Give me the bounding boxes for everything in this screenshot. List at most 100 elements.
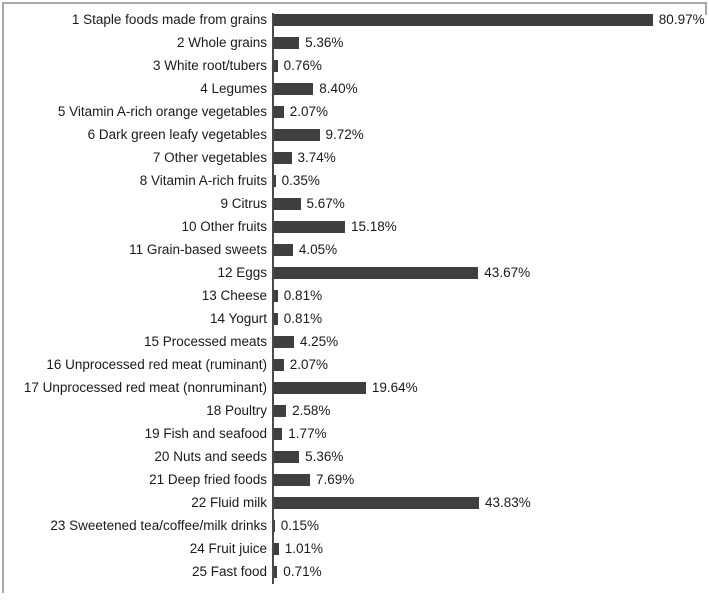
category-label: 19 Fish and seafood — [144, 425, 267, 441]
value-label: 1.01% — [284, 540, 323, 556]
bar — [274, 381, 366, 394]
value-label: 5.36% — [305, 34, 344, 50]
category-label: 11 Grain-based sweets — [129, 241, 267, 257]
bar — [274, 542, 279, 555]
bar — [274, 450, 300, 463]
value-label: 19.64% — [371, 379, 418, 395]
bar — [274, 128, 320, 141]
bar — [274, 496, 479, 509]
bar-row: 8 Vitamin A-rich fruits 0.35% — [4, 169, 707, 192]
bar — [274, 358, 284, 371]
bar-track: 7.69% — [274, 473, 707, 487]
category-label: 13 Cheese — [201, 287, 267, 303]
bar-row: 12 Eggs 43.67% — [4, 261, 707, 284]
category-label: 1 Staple foods made from grains — [71, 11, 267, 27]
bar-row: 13 Cheese 0.81% — [4, 284, 707, 307]
bar — [274, 13, 653, 26]
value-label: 0.81% — [283, 310, 323, 326]
value-label: 5.67% — [306, 195, 345, 211]
category-label: 22 Fluid milk — [191, 494, 267, 510]
value-label: 0.35% — [281, 172, 320, 188]
bar-row: 10 Other fruits 15.18% — [4, 215, 707, 238]
bar — [274, 565, 278, 578]
category-label: 6 Dark green leafy vegetables — [87, 126, 267, 142]
bar-track: 43.83% — [274, 496, 707, 510]
bar — [274, 105, 284, 118]
bar-track: 1.01% — [274, 542, 707, 556]
value-label: 2.07% — [289, 103, 328, 119]
bar-track: 15.18% — [274, 220, 707, 234]
bar — [274, 174, 276, 187]
bar-row: 7 Other vegetables 3.74% — [4, 146, 707, 169]
bar-track: 0.71% — [274, 565, 707, 579]
bar — [274, 243, 293, 256]
category-label: 3 White root/tubers — [152, 57, 267, 73]
category-label: 10 Other fruits — [181, 218, 267, 234]
bar-row: 15 Processed meats 4.25% — [4, 330, 707, 353]
frame-border-top — [2, 2, 707, 4]
category-label: 12 Eggs — [217, 264, 267, 280]
category-label: 9 Citrus — [220, 195, 267, 211]
bar — [274, 427, 283, 440]
category-label: 15 Processed meats — [143, 333, 267, 349]
value-label: 5.36% — [305, 448, 344, 464]
bar-track: 2.58% — [274, 404, 707, 418]
bar-row: 4 Legumes 8.40% — [4, 77, 707, 100]
category-label: 24 Fruit juice — [189, 540, 267, 556]
y-axis-line — [272, 13, 274, 584]
value-label: 4.25% — [299, 333, 339, 349]
value-label: 0.71% — [283, 563, 322, 579]
value-label: 7.69% — [316, 471, 355, 487]
bar — [274, 289, 278, 302]
category-label: 4 Legumes — [200, 80, 267, 96]
value-label: 43.83% — [485, 494, 531, 510]
bar — [274, 151, 292, 164]
bar-track: 5.36% — [274, 36, 707, 50]
bar-track: 0.35% — [274, 174, 707, 188]
bar-track: 8.40% — [274, 82, 707, 96]
bar-row: 18 Poultry 2.58% — [4, 399, 707, 422]
bar-track: 2.07% — [274, 105, 707, 119]
bar — [274, 82, 314, 95]
bar-row: 24 Fruit juice 1.01% — [4, 537, 707, 560]
category-label: 16 Unprocessed red meat (ruminant) — [46, 356, 267, 372]
value-label: 2.07% — [289, 356, 328, 372]
category-label: 25 Fast food — [191, 563, 267, 579]
bar-track: 0.81% — [274, 312, 707, 326]
category-label: 21 Deep fried foods — [149, 471, 267, 487]
bar-row: 14 Yogurt 0.81% — [4, 307, 707, 330]
bar-row: 3 White root/tubers 0.76% — [4, 54, 707, 77]
bar-track: 0.81% — [274, 289, 707, 303]
bar-track: 1.77% — [274, 427, 707, 441]
value-label: 43.67% — [484, 264, 531, 280]
bar-track: 43.67% — [274, 266, 707, 280]
value-label: 4.05% — [298, 241, 338, 257]
frame-border-left — [2, 2, 4, 593]
bar-track: 9.72% — [274, 128, 707, 142]
value-label: 3.74% — [297, 149, 336, 165]
value-label: 80.97% — [658, 11, 705, 27]
bar-row: 5 Vitamin A-rich orange vegetables 2.07% — [4, 100, 707, 123]
bar-row: 19 Fish and seafood 1.77% — [4, 422, 707, 445]
bar-track: 5.67% — [274, 197, 707, 211]
bar — [274, 197, 301, 210]
bar — [274, 220, 345, 233]
value-label: 15.18% — [351, 218, 397, 234]
value-label: 8.40% — [319, 80, 358, 96]
bar — [274, 266, 479, 279]
bar-track: 2.07% — [274, 358, 707, 372]
bar-row: 2 Whole grains 5.36% — [4, 31, 707, 54]
category-label: 2 Whole grains — [176, 34, 267, 50]
bar-track: 5.36% — [274, 450, 707, 464]
bar-row: 16 Unprocessed red meat (ruminant) 2.07% — [4, 353, 707, 376]
bar-track: 4.25% — [274, 335, 707, 349]
bar-track: 19.64% — [274, 381, 707, 395]
frame-border-right — [705, 2, 707, 15]
bar-track: 80.97% — [274, 13, 707, 27]
bar-row: 23 Sweetened tea/coffee/milk drinks 0.15% — [4, 514, 707, 537]
bar-row: 11 Grain-based sweets 4.05% — [4, 238, 707, 261]
category-label: 14 Yogurt — [209, 310, 267, 326]
value-label: 2.58% — [292, 402, 331, 418]
bar — [274, 335, 294, 348]
